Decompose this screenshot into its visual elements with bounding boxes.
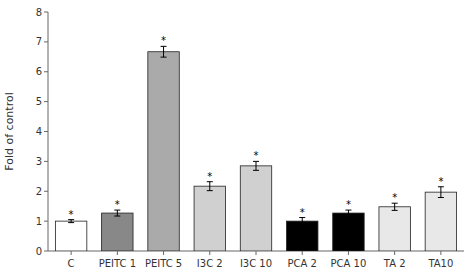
y-tick xyxy=(44,221,48,222)
x-tick xyxy=(440,251,441,255)
bars xyxy=(55,46,456,251)
y-tick-label: 8 xyxy=(36,7,42,18)
error-bar xyxy=(253,161,259,170)
bar xyxy=(379,207,410,251)
x-tick-label: PCA 10 xyxy=(331,258,367,269)
error-stem xyxy=(302,218,303,225)
x-tick-label: PEITC 1 xyxy=(99,258,136,269)
error-stem xyxy=(117,210,118,216)
chart: 0 1 2 3 4 5 6 7 8 Fold of control * * * * * * * * * C PEITC … xyxy=(0,0,474,279)
y-tick xyxy=(44,131,48,132)
error-bar xyxy=(207,182,213,191)
error-cap xyxy=(207,190,213,191)
bar xyxy=(287,221,318,251)
error-cap xyxy=(161,57,167,58)
bar xyxy=(333,213,364,251)
error-stem xyxy=(163,46,164,57)
x-tick-label: I3C 10 xyxy=(240,258,272,269)
bar xyxy=(194,186,225,251)
y-tick xyxy=(44,251,48,252)
x-tick-label: TA10 xyxy=(427,258,453,269)
x-tick xyxy=(302,251,303,255)
y-tick-label: 7 xyxy=(36,36,42,47)
error-stem xyxy=(348,210,349,216)
error-cap xyxy=(114,216,120,217)
error-bar xyxy=(345,210,351,216)
x-tick xyxy=(394,251,395,255)
significance-marker: * xyxy=(438,176,443,187)
significance-marker: * xyxy=(161,35,166,46)
bar xyxy=(148,52,179,251)
y-tick xyxy=(44,161,48,162)
x-tick-label: C xyxy=(68,258,75,269)
y-tick xyxy=(44,71,48,72)
error-bar xyxy=(68,220,74,223)
error-bar xyxy=(299,218,305,225)
bar xyxy=(240,166,271,251)
error-cap xyxy=(299,224,305,225)
error-cap xyxy=(438,197,444,198)
error-stem xyxy=(394,203,395,210)
x-tick xyxy=(163,251,164,255)
error-cap xyxy=(392,210,398,211)
y-tick xyxy=(44,101,48,102)
error-bar xyxy=(161,46,167,57)
error-stem xyxy=(209,182,210,191)
significance-marker: * xyxy=(300,207,305,218)
significance-marker: * xyxy=(346,199,351,210)
error-cap xyxy=(253,170,259,171)
x-tick xyxy=(71,251,72,255)
bar xyxy=(55,221,86,251)
y-tick-label: 5 xyxy=(36,96,42,107)
significance-marker: * xyxy=(254,150,259,161)
x-tick xyxy=(348,251,349,255)
y-tick-label: 6 xyxy=(36,66,42,77)
error-bar xyxy=(438,187,444,198)
significance-marker: * xyxy=(392,192,397,203)
x-tick xyxy=(256,251,257,255)
significance-marker: * xyxy=(207,171,212,182)
bar xyxy=(425,192,456,251)
error-bar xyxy=(392,203,398,210)
error-cap xyxy=(345,216,351,217)
x-tick-label: TA 2 xyxy=(383,258,406,269)
significance-marker: * xyxy=(115,199,120,210)
y-tick xyxy=(44,12,48,13)
x-tick xyxy=(209,251,210,255)
error-stem xyxy=(256,161,257,170)
x-tick-label: PEITC 5 xyxy=(145,258,182,269)
x-tick xyxy=(117,251,118,255)
x-tick-label: I3C 2 xyxy=(197,258,223,269)
y-tick xyxy=(44,191,48,192)
significance-marker: * xyxy=(69,209,74,220)
y-axis-label: Fold of control xyxy=(3,92,16,170)
error-cap xyxy=(68,222,74,223)
y-tick-label: 0 xyxy=(36,246,42,257)
error-bar xyxy=(114,210,120,216)
y-tick-label: 1 xyxy=(36,216,42,227)
bar xyxy=(102,213,133,251)
y-axis xyxy=(48,12,49,251)
y-tick xyxy=(44,41,48,42)
y-tick-label: 3 xyxy=(36,156,42,167)
y-tick-label: 4 xyxy=(36,126,42,137)
error-stem xyxy=(440,187,441,198)
y-tick-label: 2 xyxy=(36,186,42,197)
x-tick-label: PCA 2 xyxy=(288,258,317,269)
